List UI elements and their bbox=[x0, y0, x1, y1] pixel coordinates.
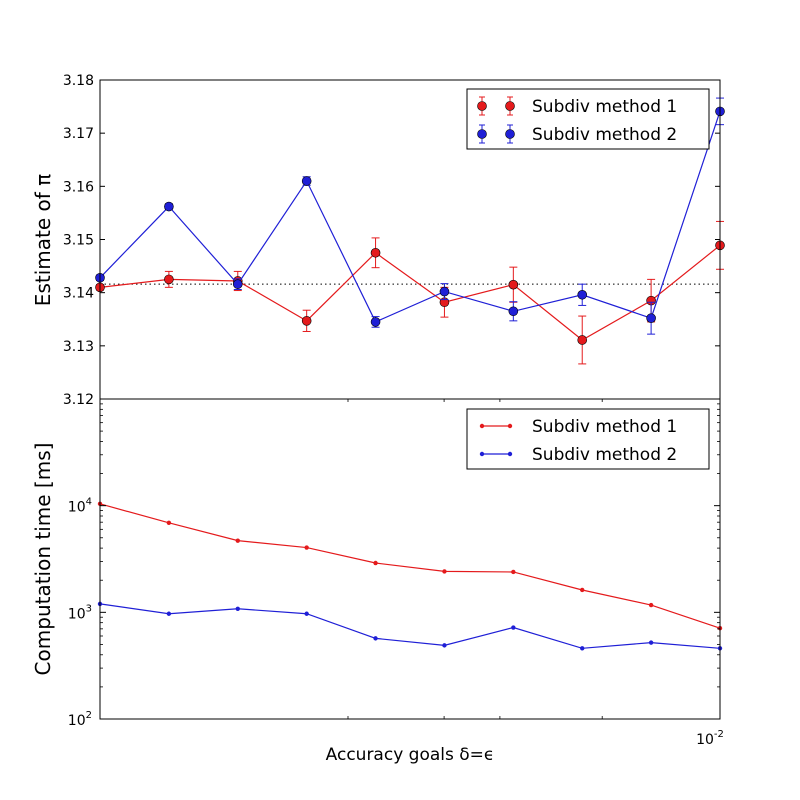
legend-label: Subdiv method 1 bbox=[532, 417, 677, 437]
y-tick-label: 104 bbox=[68, 497, 92, 516]
data-point bbox=[646, 313, 656, 323]
data-point bbox=[164, 274, 174, 285]
y-tick-exp: 3 bbox=[86, 603, 92, 614]
data-point bbox=[304, 611, 309, 616]
y-tick-label: 3.12 bbox=[63, 392, 94, 408]
time-legend: Subdiv method 1 Subdiv method 2 bbox=[466, 408, 710, 470]
y-tick-label: 3.13 bbox=[63, 339, 94, 355]
x-tick-base: 10 bbox=[696, 732, 714, 748]
data-point bbox=[301, 316, 312, 326]
estimate-y-axis-label: Estimate of π bbox=[31, 174, 55, 306]
data-point bbox=[370, 247, 381, 258]
data-point bbox=[511, 569, 516, 575]
y-tick-label: 3.17 bbox=[63, 126, 94, 142]
data-point bbox=[373, 636, 378, 641]
data-point bbox=[580, 587, 585, 593]
y-tick-base: 10 bbox=[68, 500, 86, 516]
legend-entry-subdiv-2: Subdiv method 2 bbox=[477, 124, 677, 145]
data-point bbox=[301, 176, 312, 186]
data-point bbox=[442, 569, 447, 574]
legend-marker bbox=[479, 451, 513, 457]
legend-point bbox=[507, 423, 513, 429]
legend-marker bbox=[479, 423, 513, 429]
estimate-panel: 3.12 3.13 3.14 3.15 3.16 3.17 3.18 Estimate of… bbox=[31, 73, 725, 408]
legend-label: Subdiv method 2 bbox=[532, 125, 677, 145]
legend-marker bbox=[477, 96, 515, 116]
data-point bbox=[511, 625, 516, 630]
svg-text:10-2: 10-2 bbox=[696, 729, 724, 748]
data-point bbox=[648, 640, 654, 645]
data-point bbox=[166, 611, 172, 616]
data-point bbox=[370, 317, 381, 327]
data-point bbox=[442, 643, 447, 648]
y-tick-exp: 2 bbox=[86, 710, 92, 721]
y-tick-label: 3.14 bbox=[63, 286, 94, 302]
estimate-y-ticks: 3.12 3.13 3.14 3.15 3.16 3.17 3.18 bbox=[63, 73, 720, 408]
data-point bbox=[439, 286, 450, 297]
series-line-subdiv-1 bbox=[99, 244, 721, 341]
y-tick-label: 102 bbox=[68, 710, 92, 729]
data-point bbox=[508, 306, 519, 317]
legend-entry-subdiv-1: Subdiv method 1 bbox=[479, 417, 677, 437]
legend-point bbox=[505, 129, 515, 139]
y-tick-exp: 4 bbox=[86, 497, 92, 508]
x-tick-exp: -2 bbox=[714, 729, 724, 740]
data-point bbox=[508, 279, 519, 290]
legend-marker bbox=[477, 124, 515, 144]
legend-point bbox=[479, 423, 485, 429]
y-tick-label: 3.16 bbox=[63, 179, 94, 195]
y-tick-base: 10 bbox=[68, 606, 86, 622]
series-line-subdiv-2 bbox=[99, 603, 721, 649]
time-legend-box bbox=[466, 408, 710, 470]
time-x-tick: 10-2 bbox=[696, 729, 724, 748]
legend-label: Subdiv method 1 bbox=[532, 97, 677, 117]
series-line-subdiv-2 bbox=[99, 111, 721, 323]
y-tick-label: 3.15 bbox=[63, 233, 94, 249]
legend-entry-subdiv-2: Subdiv method 2 bbox=[479, 445, 677, 465]
legend-point bbox=[505, 101, 515, 111]
data-point bbox=[580, 646, 585, 651]
legend-point bbox=[477, 101, 487, 111]
data-point bbox=[235, 538, 240, 543]
data-point bbox=[164, 201, 174, 212]
legend-label: Subdiv method 2 bbox=[532, 445, 677, 465]
time-plot-frame bbox=[99, 398, 721, 720]
data-point bbox=[577, 335, 588, 345]
data-point bbox=[232, 279, 243, 289]
data-point bbox=[648, 602, 654, 608]
estimate-legend-box bbox=[466, 88, 710, 150]
legend-point bbox=[507, 451, 513, 457]
y-tick-label: 103 bbox=[68, 603, 92, 622]
data-point bbox=[235, 606, 240, 611]
legend-point bbox=[477, 129, 487, 139]
time-y-axis-label: Computation time [ms] bbox=[31, 443, 55, 676]
estimate-legend: Subdiv method 1 Subdiv method 2 bbox=[466, 88, 710, 150]
y-tick-label: 3.18 bbox=[63, 73, 94, 89]
data-point bbox=[166, 520, 172, 526]
series-line-subdiv-1 bbox=[99, 503, 721, 629]
legend-point bbox=[479, 451, 485, 457]
data-point bbox=[577, 289, 588, 300]
y-tick-base: 10 bbox=[68, 713, 86, 729]
data-point bbox=[304, 545, 309, 550]
time-x-axis-label: Accuracy goals δ=ϵ bbox=[326, 745, 495, 765]
data-point bbox=[373, 560, 378, 566]
legend-entry-subdiv-1: Subdiv method 1 bbox=[477, 96, 677, 117]
